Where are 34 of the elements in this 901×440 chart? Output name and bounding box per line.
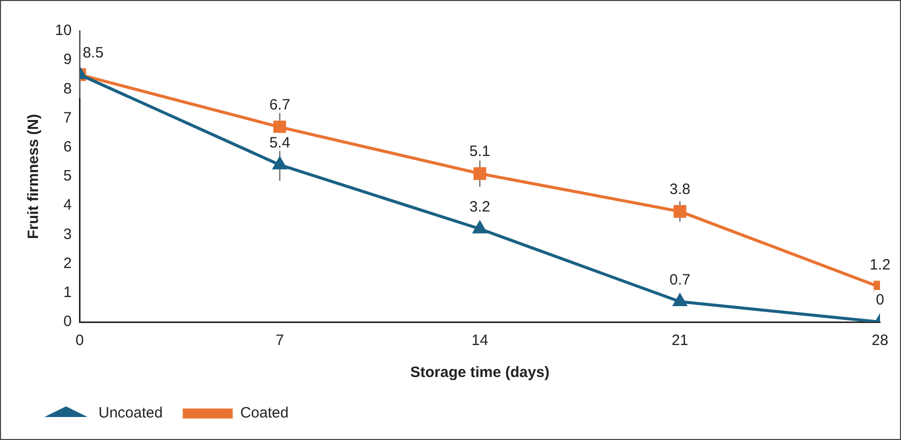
data-label: 0.7 bbox=[669, 271, 690, 288]
x-axis-title: Storage time (days) bbox=[410, 364, 550, 382]
y-tick-label: 4 bbox=[63, 196, 72, 214]
data-label: 1.2 bbox=[870, 256, 890, 274]
y-tick-label: 6 bbox=[63, 138, 72, 156]
point bbox=[472, 220, 488, 234]
point bbox=[672, 292, 688, 306]
data-label: 3.2 bbox=[469, 198, 490, 216]
point bbox=[674, 205, 686, 218]
x-tick-label: 0 bbox=[76, 332, 84, 350]
y-tick-label: 1 bbox=[63, 284, 72, 302]
data-label: 8.5 bbox=[82, 44, 104, 62]
y-axis-title: Fruit firmness (N) bbox=[25, 114, 42, 240]
y-tick-label: 10 bbox=[54, 22, 72, 40]
y-tick-label: 9 bbox=[63, 51, 72, 68]
y-tick-label: 5 bbox=[63, 168, 72, 185]
data-label: 5.4 bbox=[269, 134, 290, 152]
data-label: 0 bbox=[876, 292, 884, 309]
data-label: 6.7 bbox=[269, 96, 290, 114]
x-tick-label: 21 bbox=[672, 332, 688, 350]
x-tick-label: 7 bbox=[276, 332, 284, 350]
y-tick-label: 8 bbox=[63, 80, 72, 98]
y-tick-label: 3 bbox=[63, 226, 72, 243]
legend-label: Coated bbox=[240, 404, 289, 422]
data-label: 5.1 bbox=[469, 143, 490, 160]
legend-label: Uncoated bbox=[98, 404, 163, 422]
point bbox=[273, 120, 286, 134]
y-tick-label: 2 bbox=[63, 254, 72, 272]
x-tick-label: 28 bbox=[872, 332, 888, 350]
data-label: 3.8 bbox=[669, 181, 690, 198]
x-tick-label: 14 bbox=[472, 332, 488, 350]
point bbox=[473, 167, 486, 180]
y-tick-label: 7 bbox=[63, 109, 72, 126]
y-tick-label: 0 bbox=[63, 313, 72, 330]
